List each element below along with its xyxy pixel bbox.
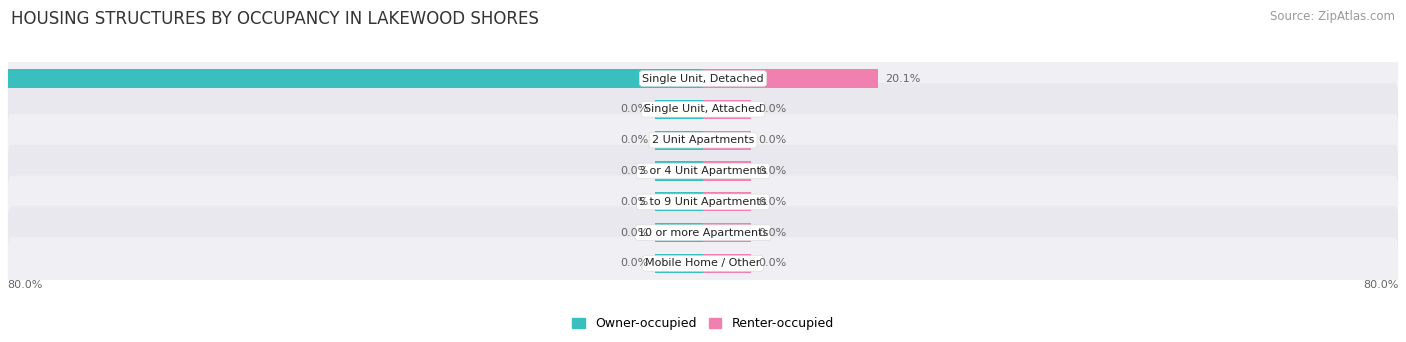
Text: Single Unit, Attached: Single Unit, Attached xyxy=(644,104,762,114)
Bar xyxy=(655,192,703,211)
Text: 3 or 4 Unit Apartments: 3 or 4 Unit Apartments xyxy=(640,166,766,176)
Bar xyxy=(703,161,751,181)
Text: 0.0%: 0.0% xyxy=(758,166,786,176)
Text: 10 or more Apartments: 10 or more Apartments xyxy=(638,228,768,238)
Text: 0.0%: 0.0% xyxy=(620,197,648,207)
Bar xyxy=(703,192,751,211)
FancyBboxPatch shape xyxy=(8,52,1398,105)
Bar xyxy=(655,100,703,119)
FancyBboxPatch shape xyxy=(8,237,1398,290)
Bar xyxy=(703,69,877,88)
Text: Single Unit, Detached: Single Unit, Detached xyxy=(643,74,763,83)
FancyBboxPatch shape xyxy=(8,145,1398,197)
Text: 0.0%: 0.0% xyxy=(758,135,786,145)
Bar xyxy=(8,69,703,88)
Text: Mobile Home / Other: Mobile Home / Other xyxy=(645,259,761,268)
Text: 0.0%: 0.0% xyxy=(758,259,786,268)
Bar xyxy=(655,161,703,181)
Text: 0.0%: 0.0% xyxy=(620,228,648,238)
Text: 0.0%: 0.0% xyxy=(758,104,786,114)
Bar xyxy=(703,131,751,150)
Legend: Owner-occupied, Renter-occupied: Owner-occupied, Renter-occupied xyxy=(568,313,838,336)
Text: 5 to 9 Unit Apartments: 5 to 9 Unit Apartments xyxy=(640,197,766,207)
Text: 80.0%: 80.0% xyxy=(7,280,42,290)
Bar xyxy=(655,223,703,242)
FancyBboxPatch shape xyxy=(8,207,1398,259)
Text: 0.0%: 0.0% xyxy=(620,166,648,176)
Text: HOUSING STRUCTURES BY OCCUPANCY IN LAKEWOOD SHORES: HOUSING STRUCTURES BY OCCUPANCY IN LAKEW… xyxy=(11,10,538,28)
Bar xyxy=(703,100,751,119)
FancyBboxPatch shape xyxy=(8,83,1398,135)
Text: 80.0%: 80.0% xyxy=(1364,280,1399,290)
Text: 2 Unit Apartments: 2 Unit Apartments xyxy=(652,135,754,145)
Text: 0.0%: 0.0% xyxy=(758,228,786,238)
Text: 20.1%: 20.1% xyxy=(884,74,920,83)
Text: 0.0%: 0.0% xyxy=(758,197,786,207)
Text: Source: ZipAtlas.com: Source: ZipAtlas.com xyxy=(1270,10,1395,23)
Text: 0.0%: 0.0% xyxy=(620,259,648,268)
FancyBboxPatch shape xyxy=(8,176,1398,228)
Bar xyxy=(703,254,751,273)
Bar xyxy=(655,131,703,150)
Bar xyxy=(703,223,751,242)
Text: 0.0%: 0.0% xyxy=(620,104,648,114)
Bar xyxy=(655,254,703,273)
Text: 0.0%: 0.0% xyxy=(620,135,648,145)
FancyBboxPatch shape xyxy=(8,114,1398,166)
